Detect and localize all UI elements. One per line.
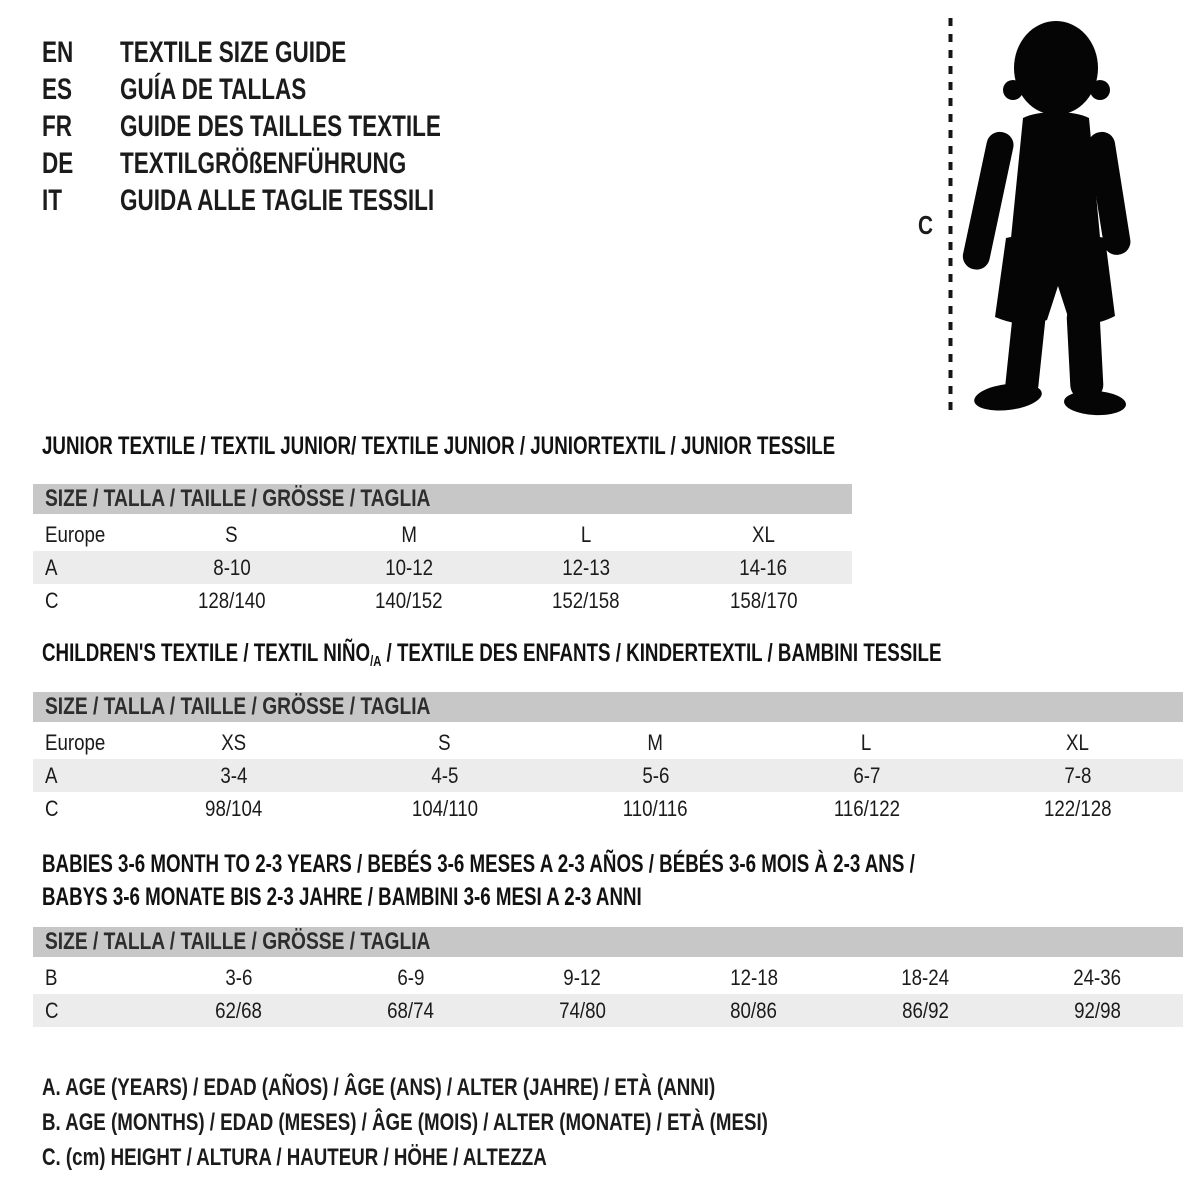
height-label-c: C: [918, 210, 934, 240]
height-cell: 92/98: [1073, 997, 1121, 1023]
note-line-c: C. (cm) HEIGHT / ALTURA / HAUTEUR / HÖHE…: [42, 1143, 547, 1171]
babies-section-title: BABIES 3-6 MONTH TO 2-3 YEARS / BEBÉS 3-…: [42, 851, 1200, 917]
size-cell: L: [861, 729, 872, 755]
lang-code: EN: [42, 35, 74, 69]
table-row: C 98/104 104/110 110/116 116/122 122/128: [33, 792, 1183, 825]
junior-size-header-bar: SIZE / TALLA / TAILLE / GRÖSSE / TAGLIA: [33, 484, 852, 514]
table-row: C 62/68 68/74 74/80 80/86 86/92 92/98: [33, 994, 1183, 1027]
age-cell: 7-8: [1063, 762, 1092, 788]
babies-size-table: SIZE / TALLA / TAILLE / GRÖSSE / TAGLIA …: [33, 927, 1183, 1027]
height-cell: 104/110: [411, 795, 478, 821]
babies-title-line1: BABIES 3-6 MONTH TO 2-3 YEARS / BEBÉS 3-…: [42, 850, 915, 878]
age-cell: 14-16: [739, 554, 788, 580]
month-cell: 3-6: [225, 964, 253, 990]
lang-code: DE: [42, 146, 74, 180]
height-cell: 128/140: [197, 587, 266, 613]
row-label: A: [45, 762, 58, 788]
lang-code: FR: [42, 109, 72, 143]
note-line-a: A. AGE (YEARS) / EDAD (AÑOS) / ÂGE (ANS)…: [42, 1073, 716, 1101]
height-cell: 152/158: [552, 587, 620, 613]
babies-size-header-bar: SIZE / TALLA / TAILLE / GRÖSSE / TAGLIA: [33, 927, 1183, 957]
height-cell: 158/170: [729, 587, 798, 613]
table-row: Europe XS S M L XL: [33, 726, 1183, 759]
table-row: A 8-10 10-12 12-13 14-16: [33, 551, 852, 584]
age-cell: 12-13: [562, 554, 611, 580]
legend-notes: A. AGE (YEARS) / EDAD (AÑOS) / ÂGE (ANS)…: [42, 1070, 973, 1175]
lang-title: TEXTILE SIZE GUIDE: [120, 35, 347, 69]
junior-size-table: SIZE / TALLA / TAILLE / GRÖSSE / TAGLIA …: [33, 484, 852, 617]
height-cell: 122/128: [1043, 795, 1112, 821]
height-cell: 98/104: [204, 795, 263, 821]
height-cell: 80/86: [730, 997, 778, 1023]
children-title-pre: CHILDREN'S TEXTILE / TEXTIL NIÑO: [42, 639, 371, 667]
baby-silhouette: [962, 21, 1131, 416]
height-cell: 74/80: [558, 997, 606, 1023]
month-cell: 24-36: [1073, 964, 1122, 990]
table-row: A 3-4 4-5 5-6 6-7 7-8: [33, 759, 1183, 792]
children-title-post: / TEXTILE DES ENFANTS / KINDERTEXTIL / B…: [381, 639, 942, 667]
row-label: A: [45, 554, 58, 580]
row-label: C: [45, 997, 59, 1023]
height-cell: 110/116: [623, 795, 688, 821]
size-cell: XL: [1066, 729, 1089, 755]
age-cell: 8-10: [212, 554, 251, 580]
row-label: C: [45, 587, 59, 613]
size-cell: L: [580, 521, 592, 547]
month-cell: 6-9: [396, 964, 425, 990]
height-cell: 86/92: [902, 997, 949, 1023]
height-cell: 140/152: [375, 587, 443, 613]
age-cell: 5-6: [641, 762, 670, 788]
lang-title: GUIDE DES TAILLES TEXTILE: [120, 109, 441, 143]
table-row: B 3-6 6-9 9-12 12-18 18-24 24-36: [33, 961, 1183, 994]
table-row: C 128/140 140/152 152/158 158/170: [33, 584, 852, 617]
junior-title-text: JUNIOR TEXTILE / TEXTIL JUNIOR/ TEXTILE …: [42, 432, 836, 460]
junior-section-title: JUNIOR TEXTILE / TEXTIL JUNIOR/ TEXTILE …: [42, 433, 1100, 460]
row-label: B: [45, 964, 58, 990]
row-label: Europe: [45, 729, 106, 755]
note-line-b: B. AGE (MONTHS) / EDAD (MESES) / ÂGE (MO…: [42, 1108, 768, 1136]
lang-code: ES: [42, 72, 73, 106]
month-cell: 9-12: [563, 964, 601, 990]
lang-title: TEXTILGRÖßENFÜHRUNG: [120, 146, 407, 180]
lang-code: IT: [42, 183, 63, 217]
lang-title: GUÍA DE TALLAS: [120, 72, 307, 106]
language-legend: EN TEXTILE SIZE GUIDE ES GUÍA DE TALLAS …: [42, 34, 574, 219]
row-label: Europe: [45, 521, 106, 547]
children-size-table: SIZE / TALLA / TAILLE / GRÖSSE / TAGLIA …: [33, 692, 1183, 825]
baby-silhouette-svg: [948, 18, 1131, 416]
month-cell: 18-24: [901, 964, 950, 990]
lang-row-de: DE TEXTILGRÖßENFÜHRUNG: [42, 145, 441, 182]
lang-title: GUIDA ALLE TAGLIE TESSILI: [120, 183, 435, 217]
height-cell: 62/68: [215, 997, 263, 1023]
children-section-title: CHILDREN'S TEXTILE / TEXTIL NIÑO/A / TEX…: [42, 640, 1200, 675]
table-row: Europe S M L XL: [33, 518, 852, 551]
age-cell: 3-4: [219, 762, 248, 788]
size-cell: S: [225, 521, 238, 547]
lang-row-fr: FR GUIDE DES TAILLES TEXTILE: [42, 108, 441, 145]
size-cell: XS: [221, 729, 246, 755]
size-cell: S: [438, 729, 451, 755]
children-title-sub: /A: [370, 653, 382, 670]
baby-height-figure: [905, 14, 1150, 418]
size-header-label: SIZE / TALLA / TAILLE / GRÖSSE / TAGLIA: [45, 928, 431, 955]
height-cell: 68/74: [387, 997, 434, 1023]
size-header-label: SIZE / TALLA / TAILLE / GRÖSSE / TAGLIA: [45, 693, 431, 720]
month-cell: 12-18: [729, 964, 778, 990]
age-cell: 6-7: [852, 762, 881, 788]
row-label: C: [45, 795, 59, 821]
size-cell: M: [401, 521, 417, 547]
age-cell: 4-5: [430, 762, 459, 788]
size-cell: XL: [751, 521, 775, 547]
lang-row-it: IT GUIDA ALLE TAGLIE TESSILI: [42, 182, 441, 219]
lang-row-en: EN TEXTILE SIZE GUIDE: [42, 34, 441, 71]
lang-row-es: ES GUÍA DE TALLAS: [42, 71, 441, 108]
height-cell: 116/122: [833, 795, 900, 821]
size-header-label: SIZE / TALLA / TAILLE / GRÖSSE / TAGLIA: [45, 485, 431, 512]
size-cell: M: [647, 729, 664, 755]
age-cell: 10-12: [384, 554, 433, 580]
children-size-header-bar: SIZE / TALLA / TAILLE / GRÖSSE / TAGLIA: [33, 692, 1183, 722]
babies-title-line2: BABYS 3-6 MONATE BIS 2-3 JAHRE / BAMBINI…: [42, 883, 642, 911]
